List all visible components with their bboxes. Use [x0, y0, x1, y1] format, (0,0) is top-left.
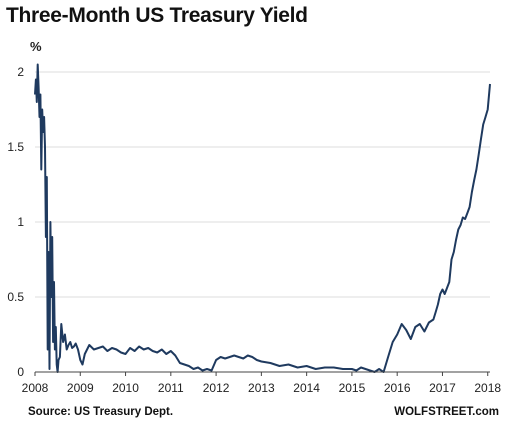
x-axis-ticks: 2008 2009 2010 2011 2012 2013 2014 2015 2016 2017…	[22, 372, 501, 395]
x-tick-label: 2017	[429, 381, 456, 395]
x-tick-label: 2014	[293, 381, 320, 395]
brand-credit: WOLFSTREET.com	[394, 406, 499, 418]
series-line	[34, 63, 491, 373]
source-note: Source: US Treasury Dept.	[28, 406, 174, 418]
y-tick-label: 2	[17, 65, 24, 79]
y-tick-label: 0.5	[7, 290, 24, 304]
y-tick-label: 1	[17, 215, 24, 229]
x-tick-label: 2016	[384, 381, 411, 395]
x-tick-label: 2015	[339, 381, 366, 395]
y-tick-label: 1.5	[7, 140, 24, 154]
gridlines	[35, 71, 490, 298]
x-tick-label: 2018	[474, 381, 501, 395]
x-tick-label: 2012	[203, 381, 230, 395]
y-tick-label: 0	[17, 365, 24, 379]
x-tick-label: 2009	[67, 381, 94, 395]
x-tick-label: 2010	[112, 381, 139, 395]
chart-title: Three-Month US Treasury Yield	[6, 4, 308, 27]
x-tick-label: 2008	[22, 381, 49, 395]
y-axis-ticks: 0 0.5 1 1.5 2	[7, 65, 24, 379]
x-tick-label: 2011	[158, 381, 184, 395]
y-axis-unit: %	[30, 39, 42, 54]
x-tick-label: 2013	[248, 381, 275, 395]
